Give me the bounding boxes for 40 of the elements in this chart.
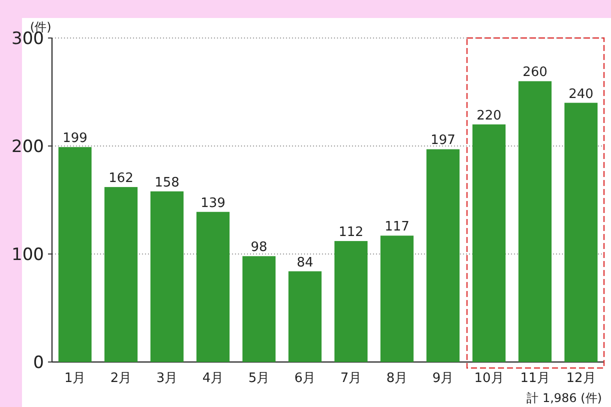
data-label: 260 (522, 65, 548, 80)
data-label: 98 (250, 240, 268, 256)
x-tick-label: 11月 (520, 371, 550, 386)
x-tick-label: 7月 (340, 371, 362, 386)
data-label: 117 (384, 220, 410, 235)
x-tick-label: 10月 (474, 371, 504, 386)
x-tick-label: 8月 (386, 371, 408, 386)
bar (564, 102, 598, 362)
data-label: 220 (476, 108, 502, 124)
bar (426, 149, 460, 362)
data-label: 199 (62, 131, 88, 146)
bar (104, 187, 138, 362)
x-tick-label: 1月 (64, 371, 86, 386)
bar (334, 241, 368, 362)
bar (518, 81, 552, 362)
bar (150, 191, 184, 362)
data-label: 162 (108, 171, 134, 186)
y-tick-label: 0 (33, 353, 44, 373)
x-tick-label: 6月 (294, 371, 316, 386)
y-tick-label: 200 (12, 137, 44, 157)
x-tick-label: 9月 (432, 371, 454, 386)
data-label: 139 (200, 196, 226, 211)
x-tick-label: 3月 (156, 371, 178, 386)
data-label: 158 (154, 175, 180, 190)
bar (196, 212, 230, 362)
x-tick-label: 4月 (202, 371, 224, 386)
data-label: 197 (430, 133, 456, 148)
x-tick-label: 5月 (248, 371, 270, 386)
bar (380, 236, 414, 362)
data-label: 84 (296, 255, 314, 270)
data-label: 240 (568, 86, 594, 102)
x-tick-label: 2月 (110, 371, 132, 386)
bar (288, 271, 322, 362)
text: 計 1,986 (件) (526, 391, 602, 405)
bar (472, 124, 506, 362)
data-label: 112 (338, 225, 364, 240)
bar (58, 147, 92, 362)
bar (242, 256, 276, 362)
y-tick-label: 100 (12, 245, 44, 265)
x-tick-label: 12月 (566, 371, 596, 386)
